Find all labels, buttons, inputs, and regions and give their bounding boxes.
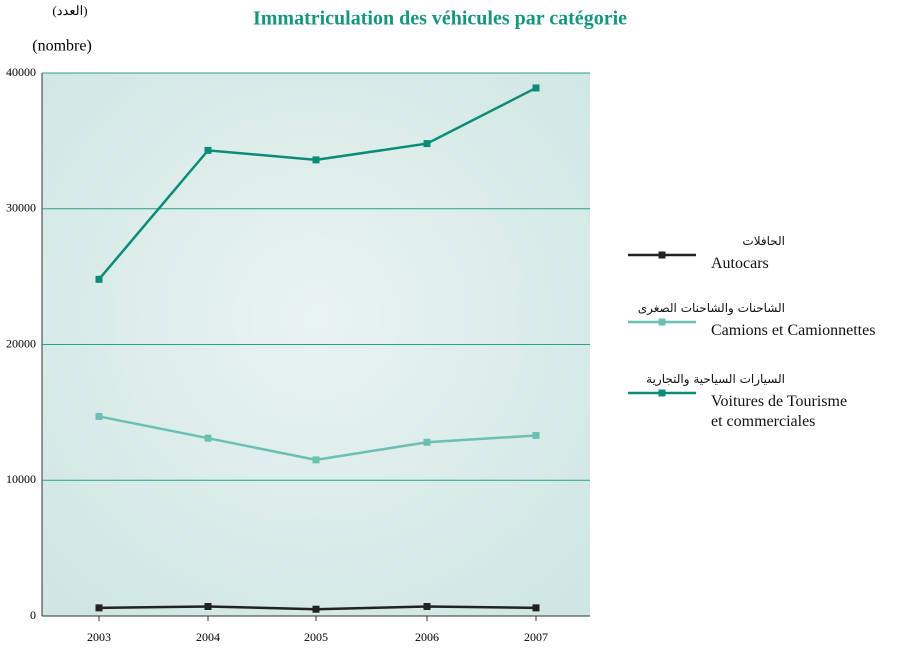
legend-label-ar: السيارات السياحية والتجارية [646, 372, 785, 386]
legend-marker [658, 389, 666, 397]
marker [95, 412, 103, 420]
legend-label-ar: الحافلات [742, 234, 785, 248]
y-axis-label: (nombre) [32, 38, 92, 55]
y-tick-label: 20000 [6, 336, 36, 350]
x-tick-label: 2003 [87, 630, 111, 644]
y-tick-label: 0 [30, 608, 36, 622]
marker [95, 275, 103, 283]
legend-marker [658, 251, 666, 259]
marker [423, 438, 431, 446]
marker [204, 602, 212, 610]
y-axis-label-ar: (العدد) [52, 3, 87, 18]
y-tick-label: 30000 [6, 201, 36, 215]
legend-label: Voitures de Tourisme et commerciales [711, 393, 848, 430]
marker [312, 605, 320, 613]
marker [204, 146, 212, 154]
chart-title: Immatriculation des véhicules par catégo… [253, 8, 627, 30]
marker [204, 434, 212, 442]
legend-label: Camions et Camionnettes [711, 322, 876, 339]
marker [532, 604, 540, 612]
legend-label-ar: الشاحنات والشاحنات الصغرى [637, 301, 785, 315]
x-tick-label: 2004 [196, 630, 220, 644]
legend-label: Autocars [711, 255, 769, 272]
marker [532, 84, 540, 92]
marker [423, 602, 431, 610]
marker [312, 456, 320, 464]
marker [95, 604, 103, 612]
x-tick-label: 2007 [524, 630, 548, 644]
y-tick-label: 10000 [6, 472, 36, 486]
marker [423, 140, 431, 148]
marker [312, 156, 320, 164]
y-tick-label: 40000 [6, 65, 36, 79]
x-tick-label: 2006 [415, 630, 439, 644]
legend-marker [658, 318, 666, 326]
marker [532, 431, 540, 439]
x-tick-label: 2005 [304, 630, 328, 644]
